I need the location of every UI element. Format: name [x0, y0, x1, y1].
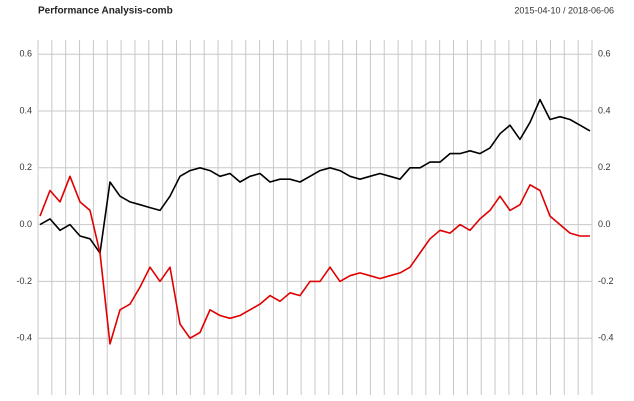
y2-tick-label: 0.0 — [598, 219, 611, 229]
date-range: 2015-04-10 / 2018-06-06 — [514, 5, 614, 15]
y2-tick-label: -0.4 — [598, 333, 614, 343]
y2-tick-label: 0.6 — [598, 49, 611, 59]
series-line — [39, 175, 590, 345]
series-line — [39, 98, 591, 254]
y-tick-label: 0.6 — [19, 49, 32, 59]
y-tick-label: -0.2 — [16, 276, 32, 286]
y2-tick-label: 0.4 — [598, 105, 611, 115]
y2-tick-label: 0.2 — [598, 162, 611, 172]
y-tick-label: 0.4 — [19, 105, 32, 115]
y-tick-label: 0.0 — [19, 219, 32, 229]
y-tick-label: 0.2 — [19, 162, 32, 172]
chart-title: Performance Analysis-comb — [38, 6, 173, 17]
y2-tick-label: -0.2 — [598, 276, 614, 286]
y-tick-label: -0.4 — [16, 333, 32, 343]
